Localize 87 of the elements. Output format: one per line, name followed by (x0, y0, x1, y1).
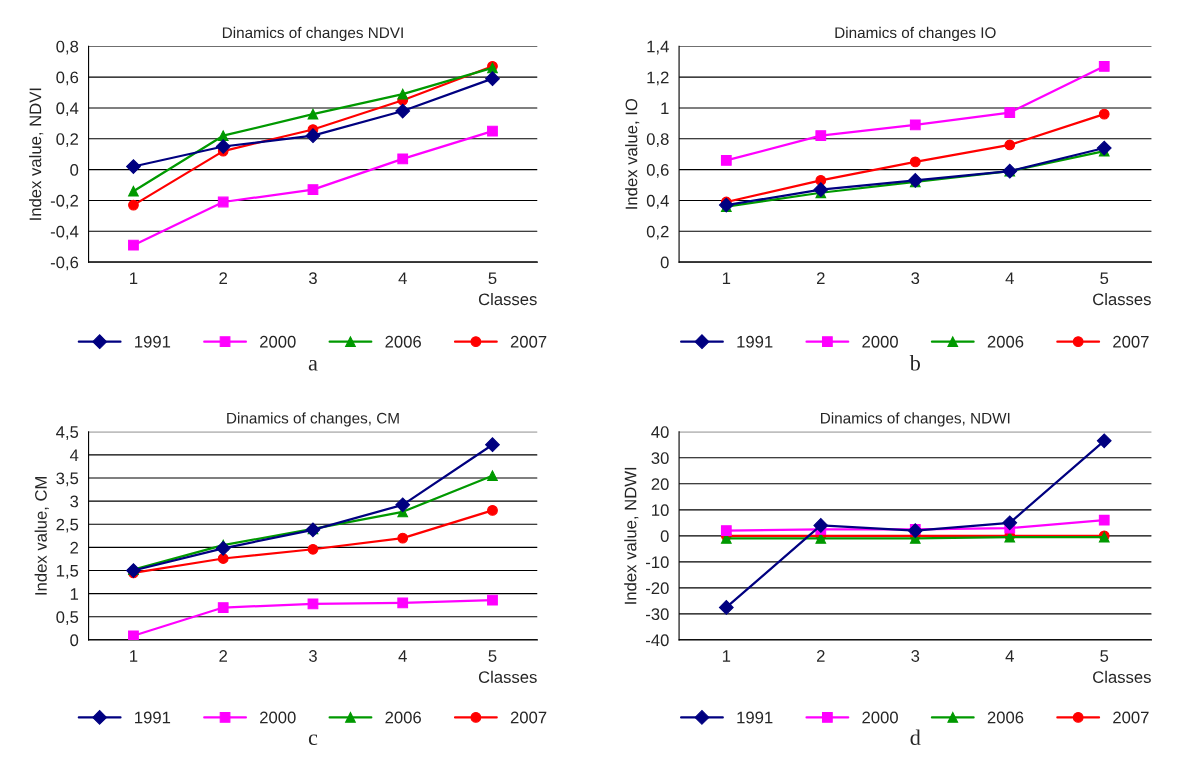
x-axis-title: Classes (478, 292, 537, 306)
y-tick-label: 0,2 (646, 225, 669, 240)
y-axis-title: Index value, IO (625, 98, 640, 209)
y-tick-label: 40 (651, 426, 669, 438)
legend-label: 2006 (385, 711, 421, 724)
chart-title: Dinamics of changes, NDWI (821, 412, 1010, 427)
y-tick-label: 20 (651, 478, 669, 491)
x-tick-label: 3 (911, 650, 920, 662)
y-tick-label: 1,5 (56, 565, 79, 579)
x-tick-label: 5 (1100, 650, 1109, 662)
y-tick-label: 0,6 (646, 164, 669, 178)
legend-label: 2007 (510, 335, 547, 348)
y-tick-label: -30 (646, 608, 669, 621)
x-tick-label: 2 (219, 272, 228, 284)
x-tick-label: 2 (219, 650, 228, 662)
legend-label: 2000 (260, 711, 296, 724)
x-axis-title: Classes (478, 670, 537, 683)
y-axis-title: Index value, CM (34, 477, 49, 595)
y-axis-title: Index value, NDVI (29, 88, 44, 220)
y-tick-label: 0 (660, 256, 669, 269)
legend-label: 2000 (862, 335, 898, 348)
y-tick-label: -10 (646, 556, 669, 569)
legend-label: 1991 (135, 711, 171, 724)
y-tick-label: 0 (660, 530, 669, 543)
x-tick-label: 2 (817, 650, 825, 662)
y-tick-label: 1 (70, 588, 79, 600)
x-tick-label: 4 (398, 650, 407, 662)
x-tick-label: 3 (911, 272, 920, 285)
text: c (308, 734, 318, 746)
x-tick-label: 2 (817, 272, 825, 284)
y-tick-label: 10 (652, 504, 669, 517)
y-tick-label: 30 (651, 452, 669, 464)
legend-label: 2006 (987, 711, 1024, 724)
chart-title: Dinamics of changes IO (835, 26, 996, 42)
text: d (910, 729, 921, 746)
x-tick-label: 1 (130, 650, 138, 662)
y-tick-label: -40 (646, 634, 669, 647)
x-tick-label: 1 (722, 272, 731, 284)
y-tick-label: 0,5 (56, 611, 79, 625)
chart-title: Dinamics of changes, CM (227, 412, 399, 427)
y-tick-label: 3 (70, 495, 79, 508)
legend-label: 2000 (260, 335, 296, 348)
x-tick-label: 4 (1005, 650, 1014, 662)
y-tick-label: 0 (70, 164, 79, 176)
y-tick-label: 4 (69, 449, 79, 461)
y-tick-label: -0,2 (50, 194, 79, 209)
legend-label: 2006 (385, 335, 421, 348)
text: a (308, 359, 318, 371)
x-tick-label: 3 (308, 272, 317, 285)
y-tick-label: -0,6 (50, 256, 79, 271)
x-tick-label: 5 (1100, 272, 1109, 285)
x-tick-label: 1 (722, 650, 731, 662)
x-tick-label: 5 (488, 272, 497, 285)
y-tick-label: 0,6 (56, 71, 79, 86)
legend-label: 1991 (135, 335, 171, 348)
legend-label: 2006 (987, 335, 1024, 348)
text: b (909, 354, 920, 371)
y-tick-label: -20 (646, 582, 669, 595)
legend-label: 2000 (862, 711, 898, 724)
legend-label: 2007 (1113, 335, 1149, 348)
x-axis-title: Classes (1093, 292, 1151, 306)
y-tick-label: 0,2 (56, 133, 79, 147)
x-tick-label: 1 (130, 272, 138, 284)
y-tick-label: 1,2 (647, 71, 669, 86)
legend-label: 1991 (737, 711, 773, 724)
y-tick-label: -0,4 (50, 225, 79, 240)
y-tick-label: 2,5 (56, 518, 79, 533)
x-tick-label: 4 (398, 272, 407, 284)
y-tick-label: 0,4 (56, 102, 79, 117)
y-tick-label: 0,4 (646, 194, 669, 209)
y-tick-label: 3,5 (56, 472, 79, 487)
x-tick-label: 4 (1005, 272, 1014, 284)
x-tick-label: 5 (488, 650, 497, 662)
legend-label: 2007 (1113, 711, 1149, 724)
y-tick-label: 0,8 (646, 133, 669, 147)
x-axis-title: Classes (1093, 670, 1151, 683)
y-axis-title: Index value, NDWI (624, 467, 639, 604)
y-tick-label: 0,8 (56, 40, 79, 55)
legend-label: 2007 (510, 711, 547, 724)
y-tick-label: 2 (70, 541, 79, 554)
x-tick-label: 3 (308, 650, 317, 662)
y-tick-label: 0 (70, 634, 79, 647)
y-tick-label: 1 (661, 102, 669, 114)
chart-title: Dinamics of changes NDVI (222, 26, 403, 42)
y-tick-label: 1,4 (647, 40, 669, 55)
y-tick-label: 4,5 (56, 426, 79, 440)
legend-label: 1991 (737, 335, 773, 348)
